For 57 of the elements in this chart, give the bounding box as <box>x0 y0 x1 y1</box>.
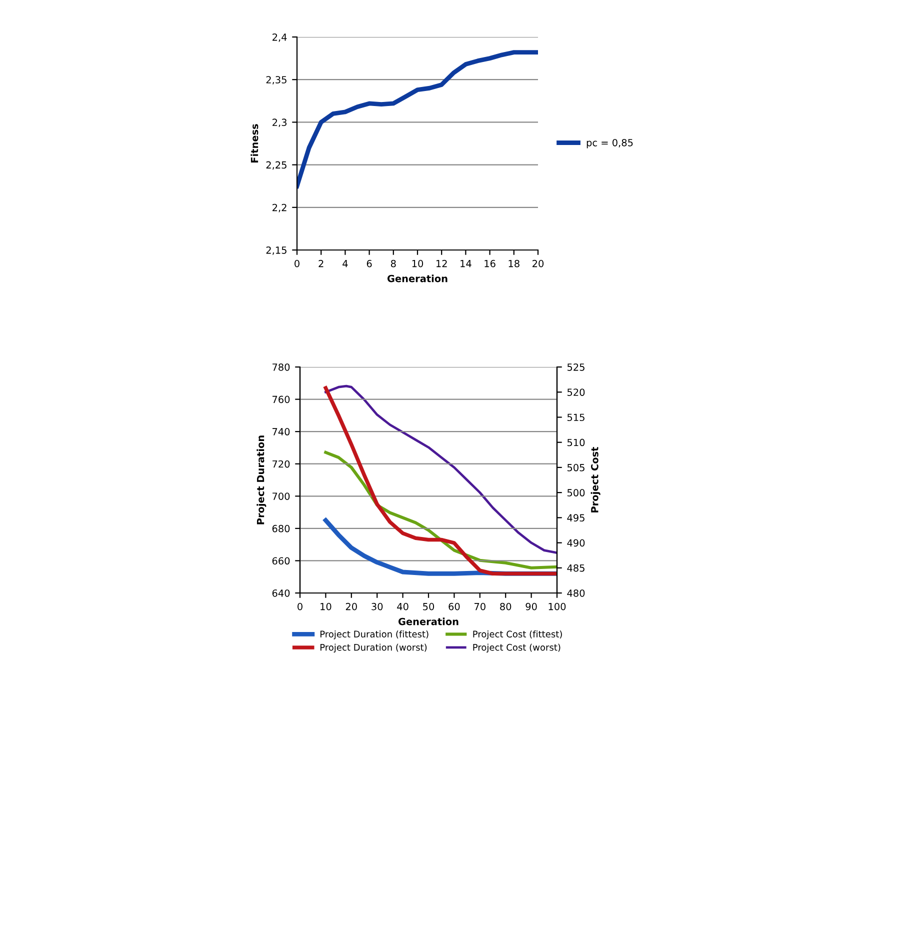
x-tick-label: 20 <box>532 260 544 268</box>
legend-label: Project Cost (worst) <box>473 644 560 652</box>
y2-tick-label: 485 <box>567 564 584 572</box>
x-tick-label: 10 <box>412 260 424 268</box>
y-tick-label: 640 <box>272 589 290 597</box>
legend-label: Project Duration (fittest) <box>320 630 428 640</box>
x-tick-label: 8 <box>390 260 396 268</box>
x-tick-label: 12 <box>436 260 447 268</box>
y-axis-title: Project Duration <box>256 436 266 524</box>
y-tick-label: 740 <box>272 428 290 436</box>
y-tick-label: 2,4 <box>272 33 287 42</box>
x-tick-label: 100 <box>548 602 566 610</box>
x-tick-label: 50 <box>423 602 434 610</box>
x-tick-label: 14 <box>460 260 472 268</box>
y-axis-title: Fitness <box>250 124 258 162</box>
y-tick-label: 660 <box>272 557 290 565</box>
legend-label: Project Duration (worst) <box>320 644 427 652</box>
y-tick-label: 680 <box>272 524 290 532</box>
x-tick-label: 30 <box>372 602 383 610</box>
y-tick-label: 2,15 <box>266 246 286 255</box>
y-tick-label: 720 <box>272 460 290 468</box>
y2-tick-label: 500 <box>567 489 585 496</box>
x-tick-label: 2 <box>318 260 324 268</box>
y2-tick-label: 495 <box>567 514 584 522</box>
legend-label: pc = 0,85 <box>586 138 633 148</box>
y2-tick-label: 525 <box>567 363 584 371</box>
x-tick-label: 0 <box>294 260 300 268</box>
y2-tick-label: 510 <box>567 438 585 446</box>
x-axis-title: Generation <box>387 274 448 282</box>
y-tick-label: 2,25 <box>266 161 286 170</box>
y-tick-label: 700 <box>272 492 290 500</box>
x-axis-title: Generation <box>398 618 458 626</box>
x-tick-label: 80 <box>500 602 512 610</box>
y2-tick-label: 480 <box>567 589 585 597</box>
x-tick-label: 20 <box>346 602 357 610</box>
y-tick-label: 760 <box>272 396 290 404</box>
y-tick-label: 2,2 <box>272 204 286 212</box>
y-tick-label: 2,3 <box>272 118 286 128</box>
y2-axis-title: Project Cost <box>590 446 600 512</box>
x-tick-label: 6 <box>366 260 372 268</box>
x-tick-label: 18 <box>508 260 520 268</box>
y-tick-label: 780 <box>272 363 290 371</box>
y-tick-label: 2,35 <box>266 76 286 84</box>
x-tick-label: 16 <box>484 260 496 268</box>
y2-tick-label: 490 <box>567 539 585 547</box>
x-tick-label: 4 <box>342 260 348 268</box>
y2-tick-label: 520 <box>567 388 585 396</box>
x-tick-label: 70 <box>474 602 486 610</box>
x-tick-label: 40 <box>397 602 408 610</box>
y2-tick-label: 515 <box>567 414 584 422</box>
x-tick-label: 0 <box>298 602 302 610</box>
y2-tick-label: 505 <box>567 464 584 472</box>
x-tick-label: 60 <box>448 602 460 610</box>
line-series <box>297 50 538 188</box>
x-tick-label: 10 <box>320 602 332 610</box>
legend-label: Project Cost (fittest) <box>473 630 562 640</box>
x-tick-label: 90 <box>526 602 537 610</box>
